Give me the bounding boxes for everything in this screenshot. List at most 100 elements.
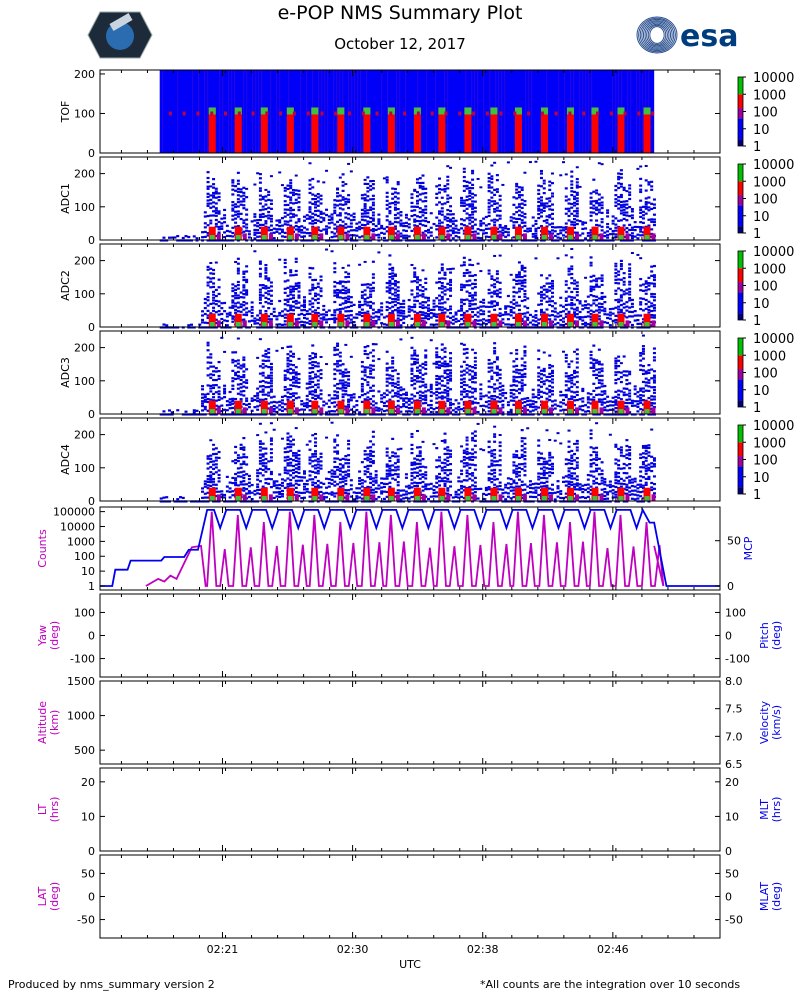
adc-bin [245, 313, 249, 317]
adc-bin [617, 311, 621, 314]
adc-bin [550, 365, 554, 368]
adc-bin [523, 315, 527, 318]
adc-bin [283, 369, 287, 372]
adc-bin [449, 209, 453, 213]
adc-bin [385, 215, 389, 218]
adc-bin [258, 298, 262, 301]
adc-bin [564, 231, 568, 234]
adc-bin [512, 323, 516, 326]
adc-bin [300, 403, 304, 406]
adc-pulse-core [363, 313, 371, 327]
adc-bin [212, 186, 216, 189]
adc-bin [242, 272, 246, 275]
adc-bin [617, 186, 621, 190]
adc-bin [460, 223, 464, 226]
adc-bin [291, 305, 295, 308]
adc-bin [484, 400, 488, 404]
adc-bin [592, 274, 596, 277]
adc-outlier [253, 250, 257, 253]
adc-bin [639, 206, 643, 209]
adc-bin [440, 343, 444, 346]
adc-bin [515, 211, 519, 214]
adc-bin [639, 277, 643, 281]
adc-bin [449, 398, 453, 401]
adc-bin [429, 385, 433, 388]
adc-bin [490, 175, 494, 178]
adc-bin [393, 291, 397, 294]
adc-bin [418, 216, 422, 219]
adc-bin [322, 313, 326, 316]
adc-outlier [523, 171, 527, 174]
adc-bin [311, 380, 315, 384]
adc-bin [628, 283, 632, 286]
adc-bin [487, 184, 491, 187]
adc-bin [239, 367, 243, 370]
adc-bin [476, 306, 480, 309]
adc-bin [424, 312, 428, 315]
adc-bin [380, 302, 384, 305]
adc-bin [550, 195, 554, 198]
adc-bin [242, 374, 246, 377]
adc-bin [214, 214, 218, 217]
adc-bin [311, 344, 315, 347]
adc-pulse-core [337, 313, 345, 327]
adc-bin [393, 319, 397, 322]
adc-bin [410, 363, 414, 366]
adc-bin [231, 188, 235, 191]
adc-bin [369, 293, 373, 296]
adc-bin [371, 312, 375, 315]
adc-bin [517, 271, 521, 274]
adc-bin [506, 323, 510, 326]
adc-bin [537, 216, 541, 220]
adc-bin [449, 225, 453, 228]
adc-bin [267, 229, 271, 232]
adc-bin [644, 303, 648, 306]
adc-outlier [341, 266, 345, 269]
adc-bin [575, 212, 579, 215]
adc-bin [206, 309, 210, 312]
adc-bin [465, 217, 469, 220]
adc-bin [258, 309, 262, 312]
adc-bin [308, 390, 312, 393]
adc-bin [366, 215, 370, 218]
adc-bin [391, 362, 395, 365]
colorbar-segment [738, 94, 743, 109]
adc-bin [371, 364, 375, 367]
adc-bin [382, 316, 386, 319]
adc-bin [322, 404, 326, 407]
adc-bin [289, 388, 293, 391]
adc-bin [465, 363, 469, 367]
adc-bin [195, 237, 199, 240]
adc-bin [520, 266, 524, 270]
adc-bin [460, 381, 464, 385]
adc-bin [388, 287, 392, 290]
adc-bin [209, 373, 213, 376]
adc-bin [344, 296, 348, 299]
adc-outlier [509, 352, 513, 355]
plot-date: October 12, 2017 [334, 35, 466, 53]
adc-bin [203, 222, 207, 225]
adc-bin [206, 181, 210, 184]
adc-bin [283, 374, 287, 377]
adc-bin [247, 402, 251, 406]
adc-bin [498, 377, 502, 380]
adc-bin [446, 230, 450, 233]
adc-bin [625, 309, 629, 312]
adc-bin [562, 226, 566, 229]
adc-bin [382, 404, 386, 408]
adc-bin [371, 343, 375, 346]
adc-bin [639, 322, 643, 325]
adc-bin [369, 216, 373, 220]
adc-bin [460, 304, 464, 307]
adc-bin [443, 355, 447, 358]
adc-bin [360, 377, 364, 380]
adc-bin [498, 382, 502, 385]
adc-bin [220, 302, 224, 305]
adc-bin [214, 211, 218, 214]
adc-bin [426, 313, 430, 316]
adc-bin [471, 315, 475, 318]
tof-dot [527, 111, 531, 116]
adc-bin [253, 406, 257, 409]
adc-bin [520, 219, 524, 222]
adc-bin [369, 198, 373, 201]
